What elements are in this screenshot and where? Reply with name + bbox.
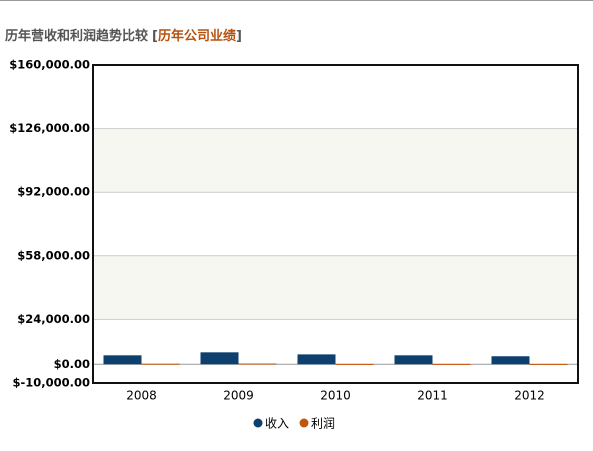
title-link[interactable]: [历年公司业绩] [152, 28, 242, 44]
bar [238, 363, 277, 365]
y-tick-label: $126,000.00 [9, 121, 90, 135]
title-main: 历年营收和利润趋势比较 [5, 28, 148, 44]
x-tick-label: 2010 [320, 389, 351, 403]
y-tick-label: $58,000.00 [17, 248, 90, 262]
bar [529, 363, 568, 365]
legend-marker [253, 418, 263, 428]
y-tick-label: $24,000.00 [17, 312, 90, 326]
legend-marker [299, 418, 309, 428]
bar [491, 356, 530, 365]
plot-band [93, 255, 578, 320]
y-tick-label: $-10,000.00 [12, 376, 90, 390]
x-tick-label: 2011 [417, 389, 448, 403]
legend-label: 利润 [311, 417, 335, 431]
legend-label: 收入 [265, 417, 289, 431]
bar [335, 363, 374, 365]
bar [394, 355, 433, 365]
chart-title: 历年营收和利润趋势比较 [历年公司业绩] [5, 28, 242, 44]
y-tick-label: $160,000.00 [9, 58, 90, 72]
bar [103, 355, 142, 365]
bar [200, 352, 239, 365]
x-tick-label: 2012 [514, 389, 545, 403]
plot-band [93, 128, 578, 193]
x-tick-label: 2008 [126, 389, 157, 403]
bar [297, 354, 336, 365]
plot-border [92, 64, 579, 384]
y-tick-label: $0.00 [54, 357, 90, 371]
y-tick-label: $92,000.00 [17, 185, 90, 199]
bar [432, 363, 471, 365]
bar [141, 363, 180, 365]
x-tick-label: 2009 [223, 389, 254, 403]
